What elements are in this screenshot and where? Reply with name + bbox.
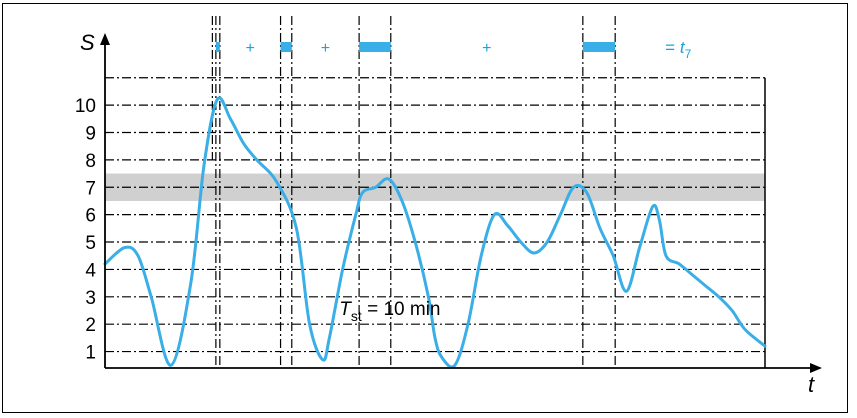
segment-bar-3 (280, 42, 292, 52)
y-tick-label-1: 1 (85, 343, 96, 364)
y-tick-label-6: 6 (85, 206, 96, 227)
x-axis-label: t (808, 372, 815, 397)
segment-label-6: + (482, 40, 491, 57)
y-tick-label-3: 3 (85, 288, 96, 309)
y-axis-label: S (80, 30, 95, 55)
y-tick-label-5: 5 (85, 233, 96, 254)
segment-layer: + + + = t7 (215, 38, 692, 61)
chart-frame (2, 3, 848, 413)
label-layer: St 1 2 3 4 5 6 7 8 9 10 Tst = 10 min (75, 30, 815, 397)
y-tick-label-2: 2 (85, 315, 96, 336)
segment-label-t7: = t7 (665, 38, 691, 61)
axis-layer (100, 33, 822, 373)
curve-layer (103, 96, 767, 369)
signal-curve (103, 96, 767, 369)
segment-bar-1 (215, 42, 220, 52)
y-tick-label-9: 9 (85, 123, 96, 144)
tst-annotation: Tst = 10 min (339, 299, 440, 324)
segment-label-2: + (246, 40, 255, 57)
y-tick-label-4: 4 (85, 260, 96, 281)
y-tick-label-10: 10 (75, 96, 96, 117)
segment-label-4: + (321, 40, 330, 57)
y-tick-label-8: 8 (85, 151, 96, 172)
grid-layer (105, 16, 766, 368)
y-tick-label-7: 7 (85, 178, 96, 199)
segment-bar-7 (582, 42, 616, 52)
segment-bar-5 (359, 42, 391, 52)
